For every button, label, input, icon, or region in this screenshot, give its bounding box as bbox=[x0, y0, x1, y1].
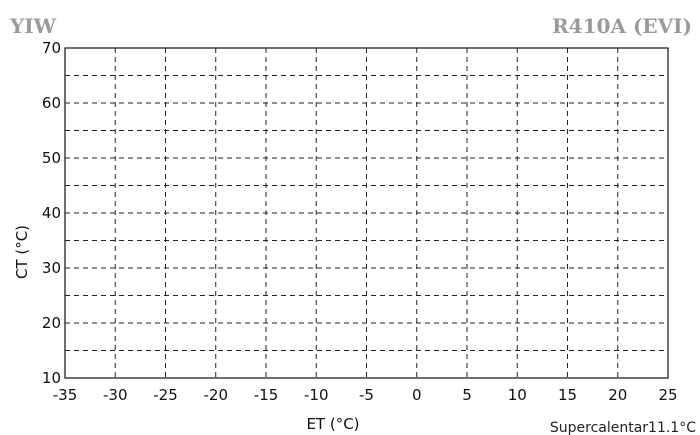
y-tick-label: 30 bbox=[42, 259, 61, 277]
x-tick-label: 15 bbox=[558, 386, 577, 404]
footer-label: Supercalentar bbox=[550, 420, 648, 435]
y-tick-label: 20 bbox=[42, 314, 61, 332]
x-tick-label: 0 bbox=[412, 386, 422, 404]
x-tick-label: -10 bbox=[304, 386, 329, 404]
y-tick-label: 10 bbox=[42, 369, 61, 387]
y-axis-title: CT (°C) bbox=[13, 225, 31, 279]
x-tick-label: 20 bbox=[608, 386, 627, 404]
footer-annotation: Supercalentar11.1°C bbox=[550, 420, 696, 435]
y-axis-ticks: 10 20 30 40 50 60 70 bbox=[42, 39, 61, 387]
chart-title-left: YIW bbox=[9, 14, 57, 38]
y-tick-label: 70 bbox=[42, 39, 61, 57]
grid bbox=[65, 48, 668, 378]
x-tick-label: -5 bbox=[359, 386, 374, 404]
x-tick-label: -25 bbox=[153, 386, 178, 404]
y-tick-label: 40 bbox=[42, 204, 61, 222]
x-axis-title: ET (°C) bbox=[306, 415, 359, 433]
x-axis-ticks: -35 -30 -25 -20 -15 -10 -5 0 5 10 15 20 25 bbox=[53, 386, 678, 404]
y-tick-label: 50 bbox=[42, 149, 61, 167]
x-tick-label: -30 bbox=[103, 386, 128, 404]
footer-value: 11.1°C bbox=[648, 420, 696, 435]
x-tick-label: -20 bbox=[204, 386, 229, 404]
y-tick-label: 60 bbox=[42, 94, 61, 112]
chart-title-right: R410A (EVI) bbox=[552, 14, 692, 38]
x-tick-label: 25 bbox=[658, 386, 677, 404]
x-tick-label: 10 bbox=[508, 386, 527, 404]
x-tick-label: -15 bbox=[254, 386, 279, 404]
x-tick-label: -35 bbox=[53, 386, 78, 404]
plot-frame bbox=[64, 47, 669, 379]
x-tick-label: 5 bbox=[462, 386, 472, 404]
